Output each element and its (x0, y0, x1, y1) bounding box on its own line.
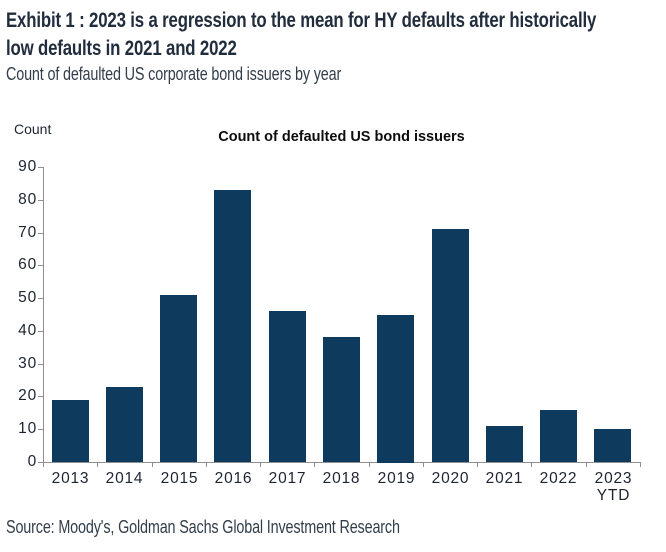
y-tick-label: 40 (18, 322, 37, 339)
x-axis-label-2018: 2018 (322, 470, 361, 487)
bar-2021 (486, 426, 523, 462)
x-tick-mark (97, 462, 98, 467)
x-axis-label-2022: 2022 (539, 470, 578, 487)
x-axis-label-2019: 2019 (377, 470, 416, 487)
y-tick-label: 10 (18, 420, 37, 437)
y-tick-mark (38, 233, 43, 234)
y-tick-mark (38, 331, 43, 332)
x-axis-label-2013: 2013 (51, 470, 90, 487)
y-axis-title: Count (14, 121, 52, 137)
y-tick-label: 90 (18, 158, 37, 175)
exhibit-title-line-1: Exhibit 1 : 2023 is a regression to the … (6, 9, 597, 32)
y-tick-mark (38, 462, 43, 463)
y-tick-label: 50 (18, 289, 37, 306)
y-tick-label: 0 (27, 453, 37, 470)
x-axis-label-2020: 2020 (431, 470, 470, 487)
bar-2014 (106, 387, 143, 462)
x-tick-mark (260, 462, 261, 467)
x-axis-label-2017: 2017 (268, 470, 307, 487)
y-tick-mark (38, 200, 43, 201)
y-tick-label: 60 (18, 256, 37, 273)
y-axis-line (43, 167, 44, 463)
x-tick-mark (640, 462, 641, 467)
y-tick-mark (38, 396, 43, 397)
x-axis-label-2014: 2014 (105, 470, 144, 487)
y-tick-label: 20 (18, 387, 37, 404)
bar-2019 (377, 315, 414, 463)
x-tick-mark (43, 462, 44, 467)
bar-2017 (269, 311, 306, 462)
bar-2016 (214, 190, 251, 462)
y-tick-mark (38, 298, 43, 299)
x-tick-mark (314, 462, 315, 467)
x-tick-mark (423, 462, 424, 467)
y-tick-mark (38, 364, 43, 365)
bar-2022 (540, 410, 577, 462)
bar-2015 (160, 295, 197, 462)
y-tick-mark (38, 167, 43, 168)
x-tick-mark (586, 462, 587, 467)
bar-2020 (432, 229, 469, 462)
x-axis-label-2015: 2015 (160, 470, 199, 487)
bar-2018 (323, 337, 360, 462)
chart-title: Count of defaulted US bond issuers (218, 129, 465, 145)
x-axis-line (43, 462, 641, 463)
x-tick-mark (369, 462, 370, 467)
bar-2023 (594, 429, 631, 462)
x-axis-label-2023: 2023 YTD (594, 470, 633, 504)
y-tick-mark (38, 429, 43, 430)
y-tick-label: 80 (18, 191, 37, 208)
y-tick-label: 30 (18, 355, 37, 372)
y-tick-mark (38, 265, 43, 266)
y-tick-label: 70 (18, 224, 37, 241)
x-axis-label-2016: 2016 (214, 470, 253, 487)
x-tick-mark (531, 462, 532, 467)
exhibit-title-line-2: low defaults in 2021 and 2022 (6, 37, 237, 60)
source-text: Source: Moody's, Goldman Sachs Global In… (6, 517, 400, 537)
x-tick-mark (206, 462, 207, 467)
x-tick-mark (152, 462, 153, 467)
x-tick-mark (477, 462, 478, 467)
exhibit-subtitle: Count of defaulted US corporate bond iss… (6, 64, 342, 84)
x-axis-label-2021: 2021 (485, 470, 524, 487)
bar-2013 (52, 400, 89, 462)
